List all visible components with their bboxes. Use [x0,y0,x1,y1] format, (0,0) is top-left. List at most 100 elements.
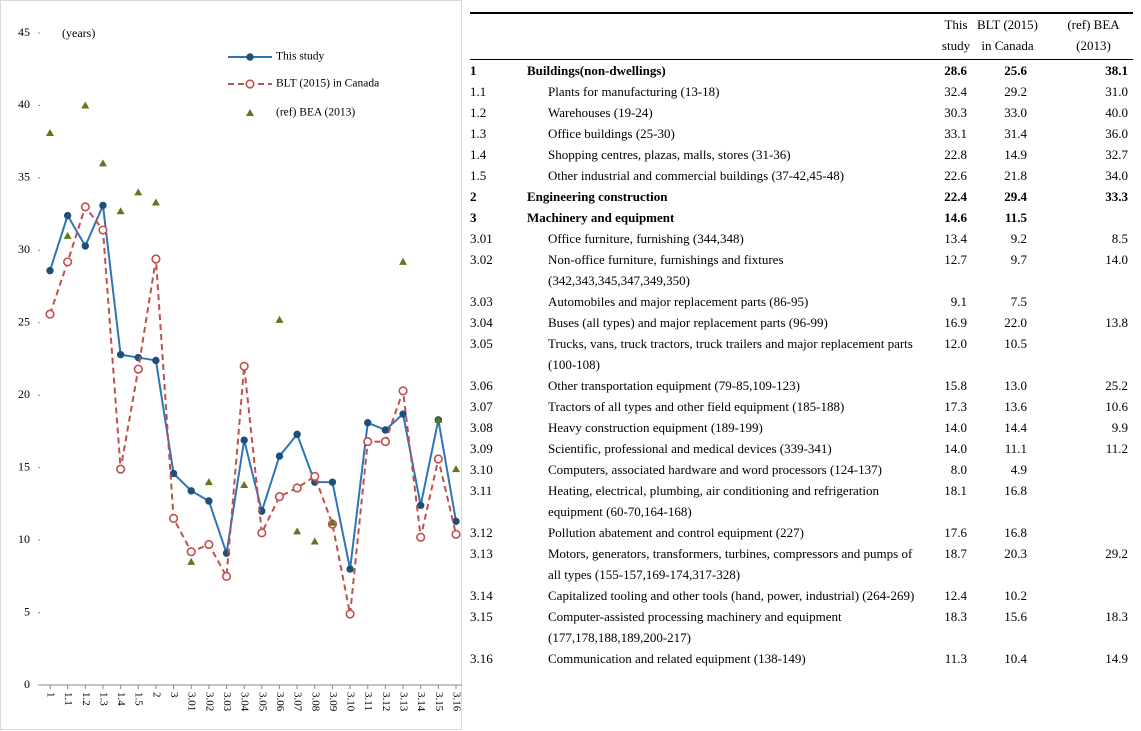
table-cell [1040,585,1133,606]
table-cell: 3.02 [470,252,493,267]
table-cell: 31.0 [1105,84,1128,99]
data-point [187,487,195,495]
table-cell: Heavy construction equipment (189-199) [548,420,763,435]
table-cell: 25.6 [1004,63,1027,78]
y-tick-label: 25 [18,315,30,329]
table-cell: 11.1 [1004,441,1027,456]
table-cell: 16.8 [1004,483,1027,498]
data-point [257,528,267,538]
table-row: 3.11 Heating, electrical, plumbing, air c… [470,480,1133,522]
x-tick-label: 3.01 [186,692,198,711]
table-cell: 3.05 [470,336,493,351]
table-cell: 34.0 [1105,168,1128,183]
table-cell: Warehouses (19-24) [548,105,653,120]
y-tick-label: 30 [18,242,30,256]
table-row: 3.06 Other transportation equipment (79-8… [470,375,1133,396]
table-cell [1040,480,1133,522]
table-cell: 14.0 [1105,252,1128,267]
table-cell: 2 [470,189,477,204]
table-cell: Computers, associated hardware and word … [548,462,882,477]
data-point [187,557,196,565]
table-cell: 13.0 [1004,378,1027,393]
x-tick-label: 3.13 [398,692,410,712]
data-point [152,356,160,365]
table-cell: Buses (all types) and major replacement … [548,315,828,330]
table-row: 1 Buildings(non-dwellings) 28.6 25.6 38.1 [470,60,1133,82]
table-row: 3.04 Buses (all types) and major replacem… [470,312,1133,333]
table-cell: 3.15 [470,609,493,624]
x-tick-label: 3.15 [433,692,445,712]
y-tick-label: 15 [18,459,30,473]
data-point [310,537,319,545]
table-row: 1.1 Plants for manufacturing (13-18) 32.4 2… [470,81,1133,102]
table-row: 3.05 Trucks, vans, truck tractors, truck … [470,333,1133,375]
table-cell: 18.7 [944,546,967,561]
x-tick-label: 3.02 [203,692,215,711]
data-point [452,517,460,525]
table-cell: 22.4 [944,189,967,204]
table-cell [1040,459,1133,480]
data-point [452,465,460,473]
table-cell: 10.2 [1004,588,1027,603]
table-cell: 40.0 [1105,105,1128,120]
y-tick-label: 10 [18,532,30,546]
x-tick-label: 3.04 [239,692,251,712]
x-tick-label: 3 [168,692,180,698]
table-row: 3.03 Automobiles and major replacement pa… [470,291,1133,312]
table-cell: 14.9 [1105,651,1128,666]
table-cell: 3.01 [470,231,493,246]
table-cell: 1.3 [470,126,487,141]
x-tick-label: 1.1 [62,692,74,706]
data-point [399,257,408,265]
x-tick-label: 1.5 [133,692,145,706]
data-point [205,497,213,505]
header-cell: BLT (2015) in Canada [976,17,1039,53]
table-cell: 38.1 [1105,63,1128,78]
table-cell: 10.4 [1004,651,1027,666]
y-tick-label: 35 [18,170,30,184]
y-tick-label: 40 [18,97,30,111]
table-cell: 21.8 [1004,168,1027,183]
table-cell: 3.12 [470,525,493,540]
table-cell: 3.09 [470,441,493,456]
table-cell: 3.11 [470,483,493,498]
data-point [398,386,408,396]
data-point [345,609,355,619]
table-cell: 11.2 [1105,441,1128,456]
table-cell: 14.4 [1004,420,1027,435]
legend-marker [245,79,255,89]
chart: (years) 0 5 10 15 20 25 30 35 40 45 1 1.1 1.2 1.3 1.4 1… [0,0,462,730]
table-cell: 3.13 [470,546,493,561]
table-cell: 9.7 [1010,252,1027,267]
table-cell: 33.1 [944,126,967,141]
x-tick-label: 3.05 [256,692,268,712]
table-row: 1.2 Warehouses (19-24) 30.3 33.0 40.0 [470,102,1133,123]
data-point [434,415,443,423]
x-tick-label: 3.07 [292,692,304,712]
data-point [274,492,285,502]
table-cell: 9.9 [1111,420,1128,435]
data-point [221,571,232,581]
data-point [99,201,107,210]
table-cell: 3.16 [470,651,493,666]
table-cell: 11.5 [1004,210,1027,225]
table-cell: Machinery and equipment [527,210,675,225]
data-point [151,198,160,206]
table-cell: 29.2 [1004,84,1027,99]
table-cell: 3.10 [470,462,493,477]
x-tick-label: 3.06 [274,692,286,712]
table-cell: Office buildings (25-30) [548,126,675,141]
table-cell: 14.9 [1004,147,1027,162]
table-cell: 3.14 [470,588,493,603]
table-cell: Other transportation equipment (79-85,10… [548,378,800,393]
chart-border [0,0,462,730]
data-point [399,410,407,418]
table-cell: 3.04 [470,315,493,330]
table-cell: Tractors of all types and other field eq… [548,399,845,414]
series-line [49,201,457,570]
data-point [116,350,125,359]
table-cell: 33.3 [1105,189,1128,204]
table-cell: 18.1 [944,483,967,498]
legend-label: (ref) BEA (2013) [276,107,355,119]
table-cell: 7.5 [1010,294,1027,309]
